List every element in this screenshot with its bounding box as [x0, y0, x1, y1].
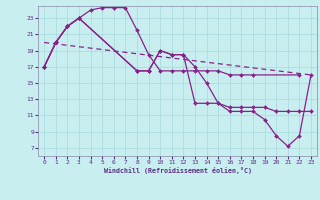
X-axis label: Windchill (Refroidissement éolien,°C): Windchill (Refroidissement éolien,°C)	[104, 167, 252, 174]
